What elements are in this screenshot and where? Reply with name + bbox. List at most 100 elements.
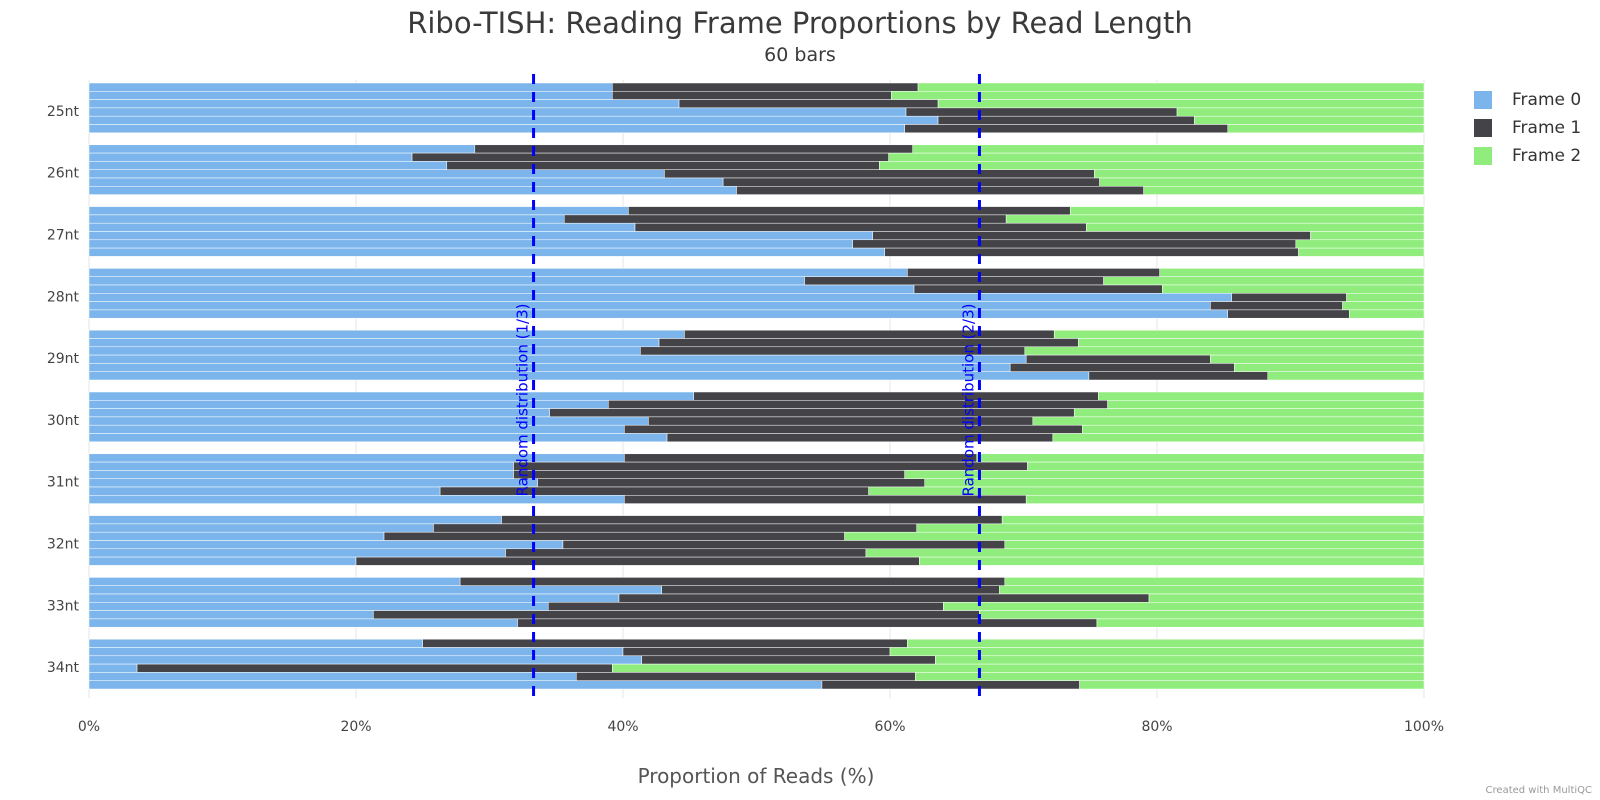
bar-segment-frame-0 (88, 663, 138, 673)
bar-segment-frame-1 (658, 338, 1079, 348)
bar-segment-frame-2 (1176, 107, 1425, 117)
y-tick-label: 28nt (47, 289, 80, 305)
bar-segment-frame-1 (622, 647, 891, 657)
bar-segment-frame-0 (88, 531, 385, 541)
legend-label-frame-0: Frame 0 (1512, 90, 1582, 110)
bar-segment-frame-2 (1342, 301, 1425, 311)
bar-segment-frame-2 (1162, 284, 1425, 294)
bar-segment-frame-0 (88, 577, 461, 586)
bar-segment-frame-0 (88, 239, 853, 249)
bar-segment-frame-1 (373, 610, 980, 620)
bar-segment-frame-2 (907, 638, 1425, 648)
bar-segment-frame-1 (549, 408, 1075, 418)
bar-segment-frame-1 (505, 548, 867, 558)
bar-segment-frame-1 (937, 115, 1195, 125)
bar-segment-frame-1 (1227, 309, 1350, 319)
y-tick-label: 29nt (47, 351, 80, 367)
bar-segment-frame-1 (612, 91, 892, 100)
x-tick-label: 60% (874, 719, 905, 735)
y-tick-label: 27nt (47, 228, 80, 244)
bar-segment-frame-2 (889, 647, 1425, 657)
bar-segment-frame-0 (88, 284, 915, 294)
bar-segment-frame-2 (1267, 371, 1425, 381)
bar-segment-frame-2 (888, 152, 1425, 162)
bar-segment-frame-2 (915, 672, 1425, 681)
x-tick-label: 20% (340, 719, 371, 735)
bar-segment-frame-1 (501, 515, 1003, 525)
y-tick-label: 25nt (47, 104, 80, 120)
bar-segment-frame-0 (88, 346, 641, 356)
bar-segment-frame-0 (88, 214, 565, 224)
legend-swatch-frame-1 (1474, 119, 1492, 137)
legend-item-frame-1[interactable]: Frame 1 (1474, 114, 1581, 142)
bar-segment-frame-0 (88, 329, 685, 339)
bar-segment-frame-1 (907, 268, 1160, 277)
bar-segment-frame-2 (1053, 329, 1425, 339)
reference-line-label-1: Random distribution (1/3) (514, 304, 532, 497)
bar-segment-frame-0 (88, 495, 625, 504)
bar-segment-frame-0 (88, 424, 625, 434)
bar-segment-frame-2 (1310, 231, 1425, 241)
legend-label-frame-1: Frame 1 (1512, 118, 1582, 138)
bar-segment-frame-2 (612, 663, 1425, 673)
bar-segment-frame-0 (88, 585, 662, 595)
bar-segment-frame-0 (88, 363, 1011, 372)
bar-segment-frame-2 (1159, 268, 1425, 277)
bar-segment-frame-1 (433, 523, 917, 533)
bar-segment-frame-2 (1001, 515, 1425, 525)
bar-segment-frame-0 (88, 186, 737, 195)
bar-segment-frame-0 (88, 161, 448, 170)
bar-segment-frame-2 (1227, 124, 1425, 134)
bar-segment-frame-1 (608, 400, 1108, 409)
bar-segment-frame-1 (422, 638, 908, 648)
y-tick-label: 32nt (47, 537, 80, 553)
bar-segment-frame-2 (1073, 408, 1425, 418)
bar-segment-frame-1 (905, 107, 1178, 117)
bar-segment-frame-0 (88, 672, 577, 681)
bar-segment-frame-2 (979, 610, 1425, 620)
bar-segment-frame-0 (88, 247, 885, 257)
bar-segment-frame-1 (884, 247, 1299, 257)
bar-segment-frame-1 (513, 461, 1028, 471)
bar-segment-frame-2 (1052, 433, 1425, 443)
chart-title: Ribo-TISH: Reading Frame Proportions by … (407, 6, 1193, 40)
bar-segment-frame-2 (1295, 239, 1425, 249)
bar-segment-frame-1 (1025, 354, 1211, 364)
bar-segment-frame-2 (844, 531, 1425, 541)
bar-segment-frame-0 (88, 152, 413, 162)
bar-segment-frame-1 (474, 144, 913, 154)
bar-segment-frame-2 (891, 91, 1425, 100)
bar-segment-frame-1 (517, 618, 1098, 628)
bar-segment-frame-2 (1004, 540, 1425, 550)
bar-segment-frame-0 (88, 354, 1027, 364)
bar-segment-frame-1 (383, 531, 845, 541)
legend-item-frame-0[interactable]: Frame 0 (1474, 86, 1581, 114)
bar-segment-frame-2 (1194, 115, 1425, 125)
bar-segment-frame-1 (562, 540, 1006, 550)
bar-segment-frame-2 (1077, 338, 1425, 348)
legend-item-frame-2[interactable]: Frame 2 (1474, 142, 1581, 170)
bar-segment-frame-2 (919, 556, 1425, 566)
bar-segment-frame-2 (1346, 293, 1425, 302)
bar-segment-frame-0 (88, 602, 549, 611)
bar-segment-frame-2 (1096, 618, 1425, 628)
bar-segment-frame-0 (88, 268, 908, 277)
bar-segment-frame-1 (564, 214, 1007, 224)
bar-segment-frame-0 (88, 416, 649, 426)
bar-segment-frame-0 (88, 470, 514, 479)
bar-segment-frame-0 (88, 231, 873, 241)
bar-segment-frame-1 (612, 82, 919, 92)
bar-segment-frame-0 (88, 618, 518, 628)
bar-segment-frame-1 (736, 186, 1144, 195)
bar-segment-frame-2 (868, 486, 1425, 496)
bar-segment-frame-0 (88, 638, 423, 648)
bar-segment-frame-1 (634, 222, 1087, 232)
credit-text: Created with MultiQC (1485, 785, 1592, 796)
y-tick-label: 33nt (47, 598, 80, 614)
bar-segment-frame-0 (88, 169, 665, 179)
bar-segment-frame-2 (916, 523, 1425, 533)
bar-segment-frame-1 (904, 124, 1229, 134)
bar-segment-frame-1 (576, 672, 916, 681)
y-tick-label: 34nt (47, 660, 80, 676)
